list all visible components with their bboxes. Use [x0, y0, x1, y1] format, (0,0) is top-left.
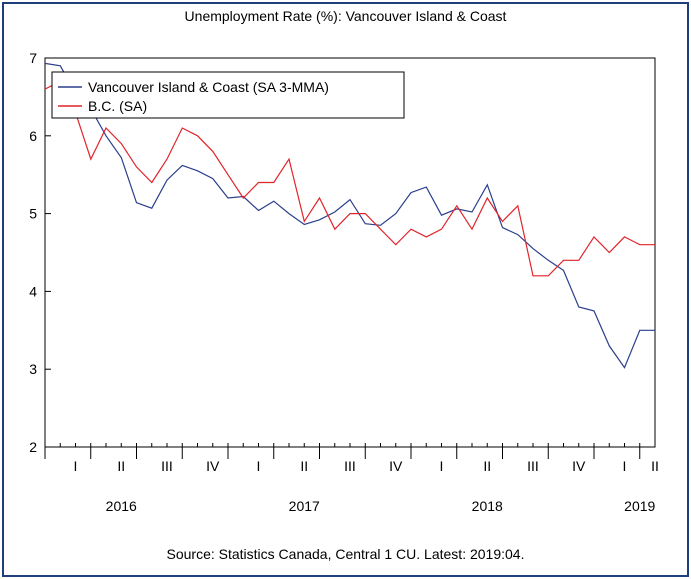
x-year-label: 2019 [624, 498, 655, 514]
legend-box [51, 71, 405, 119]
y-tick-label: 2 [29, 439, 37, 455]
y-tick-label: 6 [29, 128, 37, 144]
x-year-label: 2016 [106, 498, 137, 514]
x-quarter-label: III [161, 458, 173, 474]
chart-source: Source: Statistics Canada, Central 1 CU.… [166, 546, 525, 562]
legend-label-1: B.C. (SA) [88, 98, 147, 114]
y-tick-label: 5 [29, 206, 37, 222]
y-tick-label: 7 [29, 50, 37, 66]
y-tick-label: 4 [29, 283, 37, 299]
legend-label-0: Vancouver Island & Coast (SA 3-MMA) [88, 79, 329, 95]
x-year-label: 2017 [289, 498, 320, 514]
x-quarter-label: III [527, 458, 539, 474]
series-line-1 [44, 80, 655, 277]
x-quarter-label: IV [572, 458, 586, 474]
x-quarter-label: II [651, 458, 659, 474]
x-quarter-label: I [623, 458, 627, 474]
x-quarter-label: II [117, 458, 125, 474]
series-line-0 [44, 62, 655, 369]
x-quarter-label: I [74, 458, 78, 474]
x-quarter-label: IV [389, 458, 403, 474]
x-quarter-label: I [440, 458, 444, 474]
x-quarter-label: IV [206, 458, 220, 474]
x-quarter-label: III [344, 458, 356, 474]
x-quarter-label: II [300, 458, 308, 474]
y-tick-label: 3 [29, 361, 37, 377]
x-quarter-label: I [257, 458, 261, 474]
x-quarter-label: II [483, 458, 491, 474]
x-year-label: 2018 [472, 498, 503, 514]
chart-title: Unemployment Rate (%): Vancouver Island … [184, 8, 507, 24]
